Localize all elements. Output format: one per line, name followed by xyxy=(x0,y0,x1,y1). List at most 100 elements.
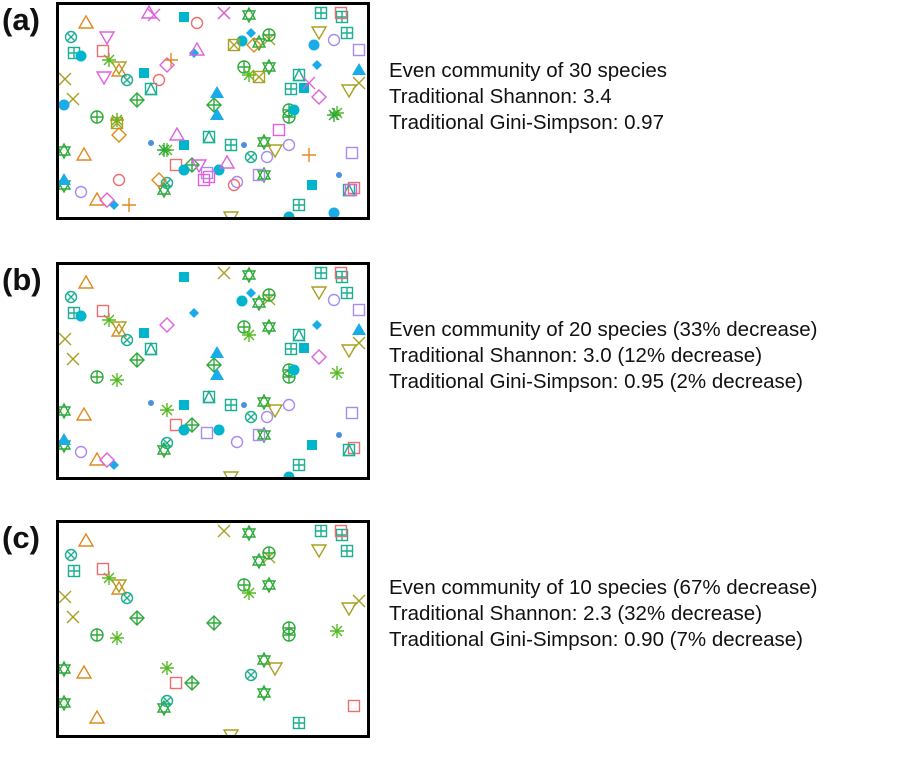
species-marker xyxy=(179,12,189,22)
species-marker xyxy=(334,6,348,20)
species-marker xyxy=(169,418,183,432)
species-marker xyxy=(59,99,70,111)
species-marker xyxy=(252,70,266,84)
panel-label: (a) xyxy=(2,2,40,37)
species-marker xyxy=(342,442,356,457)
species-marker xyxy=(67,564,81,578)
panel-b: (b) Even community of 20 species (33% de… xyxy=(0,260,906,500)
species-marker xyxy=(64,548,78,562)
species-marker xyxy=(284,82,298,96)
species-marker xyxy=(340,84,358,99)
species-marker xyxy=(206,97,222,113)
species-marker xyxy=(66,352,80,366)
species-marker xyxy=(266,144,284,159)
species-marker xyxy=(336,172,342,178)
gini-simpson-text: Traditional Gini-Simpson: 0.95 (2% decre… xyxy=(389,370,803,393)
panel-c: (c) Even community of 10 species (67% de… xyxy=(0,518,906,758)
species-marker xyxy=(242,328,256,342)
species-marker xyxy=(302,148,316,162)
species-count-text: Even community of 20 species (33% decrea… xyxy=(389,318,818,341)
species-marker xyxy=(336,432,342,438)
species-marker xyxy=(266,662,284,677)
species-marker xyxy=(169,676,183,690)
species-marker xyxy=(169,158,183,172)
species-marker xyxy=(330,624,344,638)
species-marker xyxy=(222,729,240,735)
species-scatter xyxy=(59,266,366,477)
shannon-text: Traditional Shannon: 2.3 (32% decrease) xyxy=(389,602,763,625)
species-marker xyxy=(144,341,158,356)
species-marker xyxy=(218,154,236,169)
species-marker xyxy=(120,591,134,605)
species-marker xyxy=(59,694,72,712)
species-marker xyxy=(59,142,72,160)
species-marker xyxy=(160,403,174,417)
species-scatter xyxy=(59,524,366,735)
species-marker xyxy=(242,68,256,82)
species-marker xyxy=(283,211,295,217)
species-marker xyxy=(334,524,348,538)
species-marker xyxy=(164,53,178,67)
species-marker xyxy=(241,402,247,408)
species-marker xyxy=(66,610,80,624)
species-marker xyxy=(307,440,317,450)
species-marker xyxy=(256,684,272,702)
panel-a: (a) Even community of 30 species Traditi… xyxy=(0,0,906,240)
species-marker xyxy=(310,286,328,301)
species-marker xyxy=(340,286,354,300)
species-marker xyxy=(252,428,266,442)
species-marker xyxy=(352,63,366,75)
community-plot xyxy=(56,262,370,480)
species-marker xyxy=(160,436,174,450)
species-marker xyxy=(256,393,272,411)
species-marker xyxy=(109,200,119,210)
species-marker xyxy=(227,178,241,192)
species-marker xyxy=(74,445,88,459)
species-marker xyxy=(237,578,251,592)
species-marker xyxy=(224,138,238,152)
species-marker xyxy=(64,290,78,304)
species-marker xyxy=(129,92,145,108)
species-marker xyxy=(148,400,154,406)
species-scatter xyxy=(59,5,366,217)
species-marker xyxy=(352,323,366,335)
species-marker xyxy=(178,164,190,176)
species-marker xyxy=(152,73,166,87)
species-marker xyxy=(110,116,124,130)
species-marker xyxy=(335,528,349,542)
species-marker xyxy=(217,266,231,280)
species-marker xyxy=(75,50,87,62)
species-marker xyxy=(139,328,149,338)
species-marker xyxy=(299,343,309,353)
species-marker xyxy=(246,288,256,298)
species-marker xyxy=(242,586,256,600)
species-marker xyxy=(335,270,349,284)
species-marker xyxy=(282,628,296,642)
species-marker xyxy=(330,366,344,380)
species-marker xyxy=(110,631,124,645)
community-plot xyxy=(56,2,370,220)
species-marker xyxy=(168,126,186,141)
species-marker xyxy=(327,33,341,47)
species-marker xyxy=(111,127,127,143)
species-marker xyxy=(241,266,257,284)
species-marker xyxy=(74,185,88,199)
species-marker xyxy=(139,68,149,78)
species-marker xyxy=(102,571,116,585)
species-marker xyxy=(110,61,128,76)
species-marker xyxy=(230,435,244,449)
species-marker xyxy=(266,404,284,419)
panel-label: (b) xyxy=(2,262,42,297)
species-marker xyxy=(200,426,214,440)
species-marker xyxy=(327,293,341,307)
shannon-text: Traditional Shannon: 3.0 (12% decrease) xyxy=(389,344,763,367)
species-marker xyxy=(160,176,174,190)
species-marker xyxy=(335,10,349,24)
species-marker xyxy=(261,318,277,336)
species-marker xyxy=(90,110,104,124)
species-marker xyxy=(59,433,71,445)
species-marker xyxy=(210,108,224,120)
diversity-stats: Even community of 20 species (33% decrea… xyxy=(389,317,817,395)
species-marker xyxy=(340,544,354,558)
species-marker xyxy=(210,368,224,380)
